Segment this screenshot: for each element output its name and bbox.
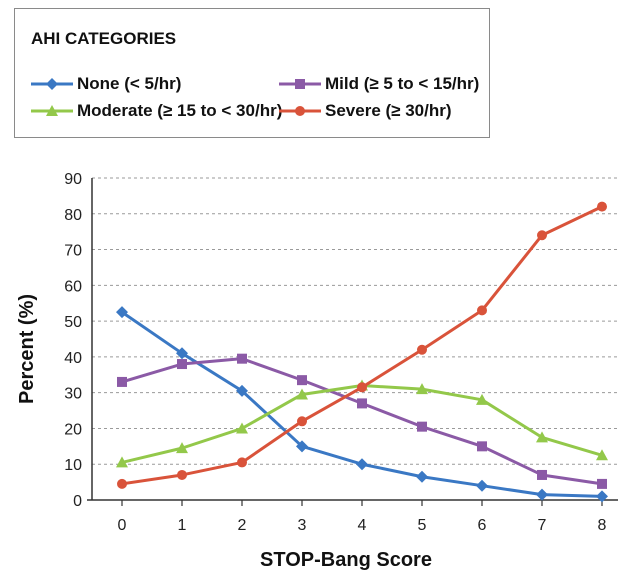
x-tick-label-6: 6: [478, 517, 487, 534]
point-moderate-1: [176, 442, 188, 454]
point-mild-4: [357, 398, 367, 409]
point-mild-7: [537, 469, 547, 480]
point-none-4: [356, 458, 368, 471]
series-line-moderate: [121, 384, 603, 464]
point-none-1: [176, 347, 188, 360]
legend-label-mild: Mild (≥ 5 to < 15/hr): [325, 74, 480, 93]
point-severe-2: [237, 457, 247, 468]
y-tick-label-50: 50: [64, 314, 82, 331]
point-mild-0: [117, 376, 127, 387]
y-tick-label-30: 30: [64, 386, 82, 403]
x-tick-label-4: 4: [358, 517, 367, 534]
legend-title: AHI CATEGORIES: [31, 29, 177, 48]
point-severe-3: [297, 416, 307, 427]
legend-label-severe: Severe (≥ 30/hr): [325, 101, 452, 120]
y-tick-label-80: 80: [64, 207, 82, 224]
x-tick-label-8: 8: [598, 517, 607, 534]
x-tick-label-0: 0: [118, 517, 127, 534]
point-moderate-8: [596, 449, 608, 461]
point-moderate-7: [536, 431, 548, 443]
legend-box: AHI CATEGORIES None (< 5/hr) Mild (≥ 5 t…: [14, 8, 490, 138]
line-chart: 0 10 20 30 40 50 60 70 80 90 0 1 2 3 4 5 6 7 8 STOP-Bang S…: [16, 171, 618, 571]
point-none-8: [596, 490, 608, 503]
point-moderate-2: [236, 422, 248, 434]
y-tick-label-90: 90: [64, 171, 82, 188]
point-severe-7: [537, 230, 547, 241]
y-tick-label-60: 60: [64, 278, 82, 295]
point-none-0: [116, 306, 128, 319]
point-mild-5: [417, 421, 427, 432]
point-mild-8: [597, 478, 607, 489]
legend-swatch-none: [31, 78, 73, 90]
tick-labels: 0 10 20 30 40 50 60 70 80 90 0 1 2 3 4 5 6 7 8: [64, 171, 606, 534]
legend-item-severe: Severe (≥ 30/hr): [277, 100, 452, 122]
point-none-5: [416, 470, 428, 483]
point-mild-1: [177, 359, 187, 370]
point-moderate-0: [116, 456, 128, 468]
point-severe-1: [177, 469, 187, 480]
point-severe-5: [417, 344, 427, 355]
point-moderate-6: [476, 393, 488, 405]
point-mild-3: [297, 375, 307, 386]
point-mild-6: [477, 441, 487, 452]
point-moderate-3: [296, 388, 308, 400]
y-tick-label-20: 20: [64, 421, 82, 438]
point-severe-4: [357, 382, 367, 393]
point-moderate-5: [416, 383, 428, 395]
point-severe-0: [117, 478, 127, 489]
legend-item-moderate: Moderate (≥ 15 to < 30/hr): [29, 100, 282, 122]
point-mild-2: [237, 353, 247, 364]
point-none-2: [236, 384, 248, 397]
legend-swatch-mild: [279, 79, 321, 89]
axes: [87, 178, 618, 506]
y-tick-label-0: 0: [73, 493, 82, 510]
legend-label-moderate: Moderate (≥ 15 to < 30/hr): [77, 101, 283, 120]
point-none-3: [296, 440, 308, 453]
x-tick-label-3: 3: [298, 517, 307, 534]
x-tick-label-5: 5: [418, 517, 427, 534]
point-none-6: [476, 479, 488, 492]
point-severe-6: [477, 305, 487, 316]
grid-lines: [92, 177, 618, 465]
legend-label-none: None (< 5/hr): [77, 74, 182, 93]
legend-swatch-severe: [279, 106, 321, 116]
x-tick-label-2: 2: [238, 517, 247, 534]
legend-swatch-moderate: [31, 105, 73, 116]
legend-item-mild: Mild (≥ 5 to < 15/hr): [277, 73, 479, 95]
x-tick-label-1: 1: [178, 517, 187, 534]
series-line-severe: [121, 205, 603, 486]
x-tick-label-7: 7: [538, 517, 547, 534]
x-axis-label: STOP-Bang Score: [260, 549, 432, 571]
legend-item-none: None (< 5/hr): [29, 73, 181, 95]
point-severe-8: [597, 201, 607, 212]
y-tick-label-10: 10: [64, 457, 82, 474]
series-lines: [116, 201, 608, 503]
y-tick-label-40: 40: [64, 350, 82, 367]
y-tick-label-70: 70: [64, 243, 82, 260]
point-none-7: [536, 488, 548, 501]
y-axis-label: Percent (%): [16, 294, 38, 404]
